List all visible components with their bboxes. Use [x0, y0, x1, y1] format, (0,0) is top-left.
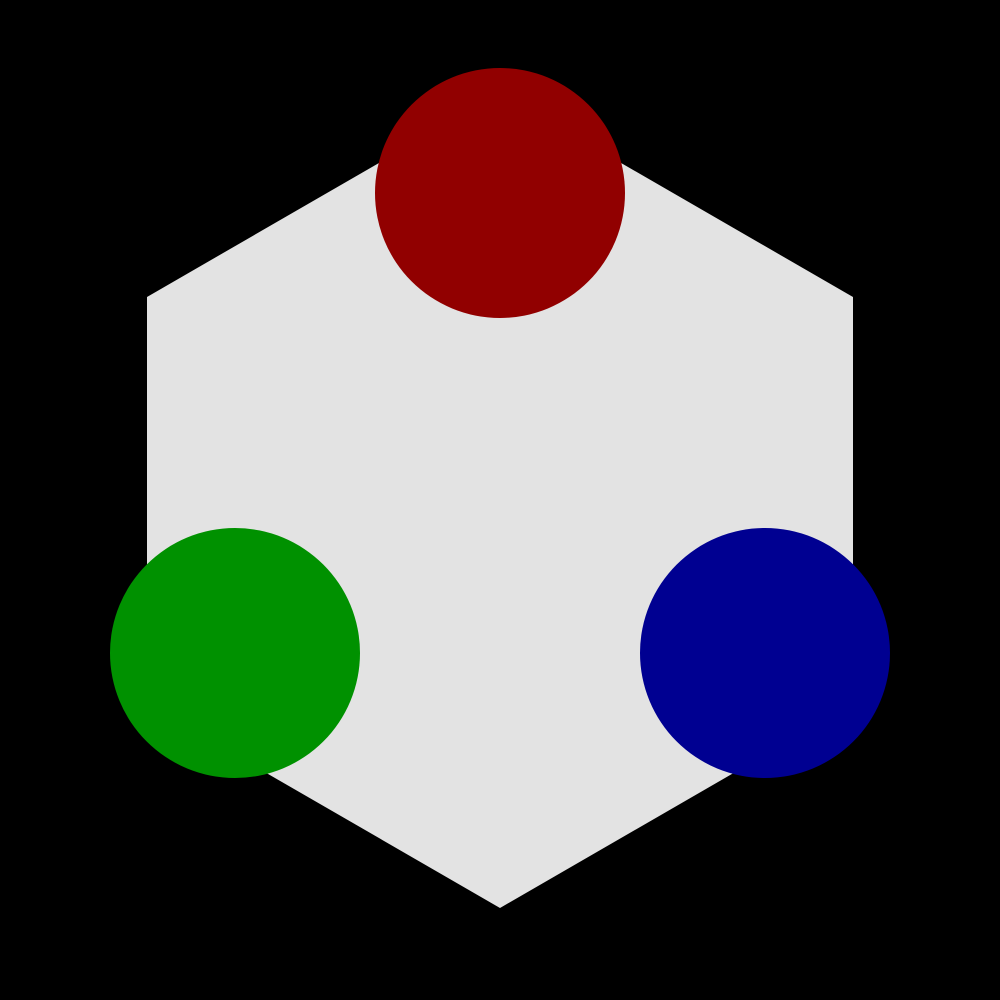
red-circle: [375, 68, 625, 318]
green-circle: [110, 528, 360, 778]
blue-circle: [640, 528, 890, 778]
